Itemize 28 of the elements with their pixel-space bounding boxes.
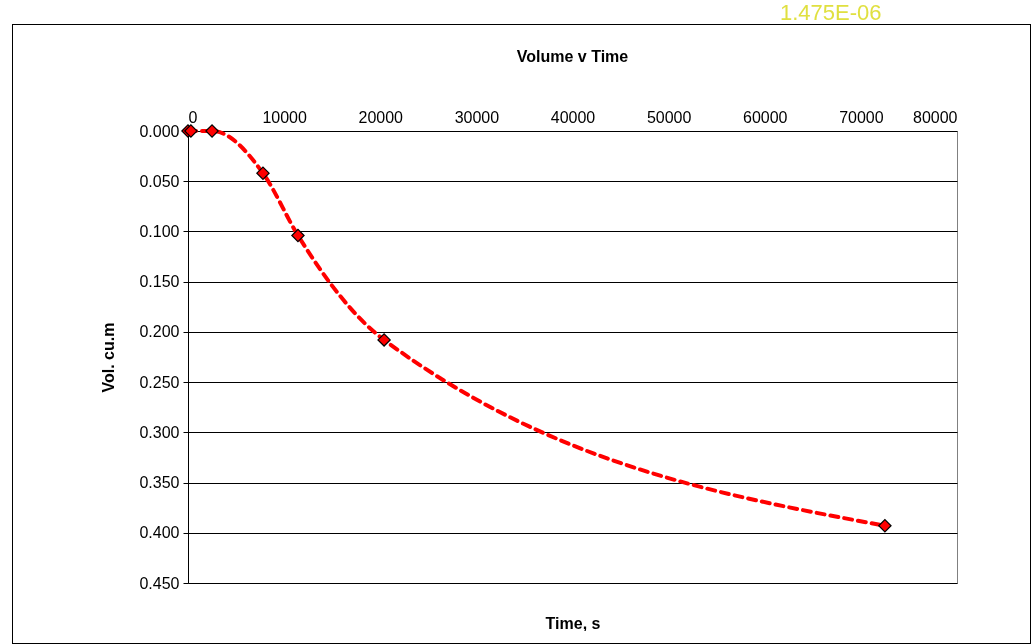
y-tick-label: 0.100 (139, 222, 180, 240)
x-tick-label: 40000 (550, 108, 596, 126)
x-tick-label: 50000 (646, 108, 692, 126)
y-axis-title: Vol. cu.m (100, 322, 118, 393)
x-axis-title: Time, s (545, 614, 601, 632)
point (291, 228, 305, 243)
x-tick-label: 80000 (913, 108, 958, 126)
y-tick-label: 0.250 (139, 373, 180, 391)
y-tick-label: 0.350 (139, 474, 180, 492)
point (256, 166, 270, 180)
y-tick-label: 0.450 (139, 574, 180, 592)
y-tick-label: 0.050 (139, 172, 180, 190)
x-tick-label: 30000 (454, 108, 500, 126)
y-tick-label: 0.200 (139, 323, 180, 341)
chart-title: Volume v Time (516, 48, 629, 65)
x-tick-label: 10000 (262, 108, 307, 126)
point (205, 124, 219, 138)
text: 1.475E-06 (780, 0, 882, 26)
y-tick-label: 0.400 (139, 524, 180, 542)
point (377, 333, 391, 347)
y-tick-label: 0.000 (139, 122, 180, 140)
x-tick-label: 0 (188, 108, 198, 126)
x-tick-label: 60000 (743, 108, 788, 126)
x-tick-label: 20000 (358, 108, 404, 126)
y-tick-label: 0.150 (139, 273, 180, 291)
x-tick-label: 70000 (839, 108, 884, 126)
point (878, 519, 892, 533)
y-tick-label: 0.300 (139, 423, 180, 441)
